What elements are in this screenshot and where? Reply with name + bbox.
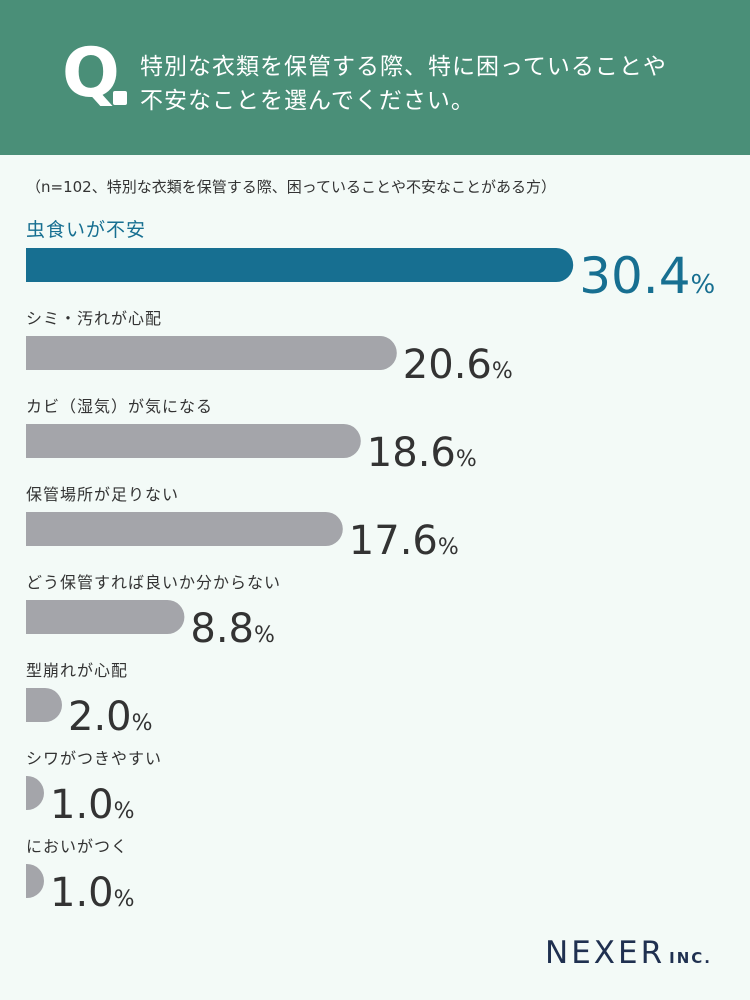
value-label: 2.0%: [68, 694, 153, 740]
value-label: 1.0%: [50, 870, 135, 916]
category-label: 型崩れが心配: [26, 661, 128, 680]
category-label: においがつく: [26, 837, 128, 856]
question-line-2: 不安なことを選んでください。: [140, 88, 475, 114]
q-dot: [113, 91, 127, 105]
category-label: カビ（湿気）が気になる: [26, 397, 213, 416]
bar: [26, 336, 397, 370]
value-label: 8.8%: [190, 606, 275, 652]
category-label: 虫食いが不安: [26, 219, 146, 241]
bar: [26, 776, 44, 810]
bar: [26, 864, 44, 898]
logo-suffix: INC.: [669, 949, 712, 967]
q-mark: Q: [62, 34, 120, 113]
bar: [26, 512, 343, 546]
value-label: 20.6%: [403, 342, 513, 388]
sample-note: （n=102、特別な衣類を保管する際、困っていることや不安なことがある方）: [26, 178, 556, 196]
bar: [26, 248, 574, 282]
bar: [26, 424, 361, 458]
category-label: どう保管すれば良いか分からない: [26, 573, 281, 592]
question-header: Q 特別な衣類を保管する際、特に困っていることや 不安なことを選んでください。: [0, 0, 750, 155]
question-line-1: 特別な衣類を保管する際、特に困っていることや: [140, 54, 667, 80]
bar-chart: 虫食いが不安 30.4% シミ・汚れが心配 20.6% カビ（湿気）が気になる 18.6%…: [26, 219, 715, 916]
bar: [26, 688, 62, 722]
value-label: 18.6%: [367, 430, 477, 476]
value-label: 30.4%: [579, 247, 715, 305]
value-label: 1.0%: [50, 782, 135, 828]
category-label: シワがつきやすい: [26, 749, 162, 768]
logo-main: NEXER: [545, 935, 666, 971]
category-label: 保管場所が足りない: [26, 485, 179, 504]
category-label: シミ・汚れが心配: [26, 309, 162, 328]
bar: [26, 600, 185, 634]
nexer-logo: NEXER INC.: [545, 938, 712, 969]
value-label: 17.6%: [349, 518, 459, 564]
question-text: 特別な衣類を保管する際、特に困っていることや 不安なことを選んでください。: [140, 50, 730, 118]
